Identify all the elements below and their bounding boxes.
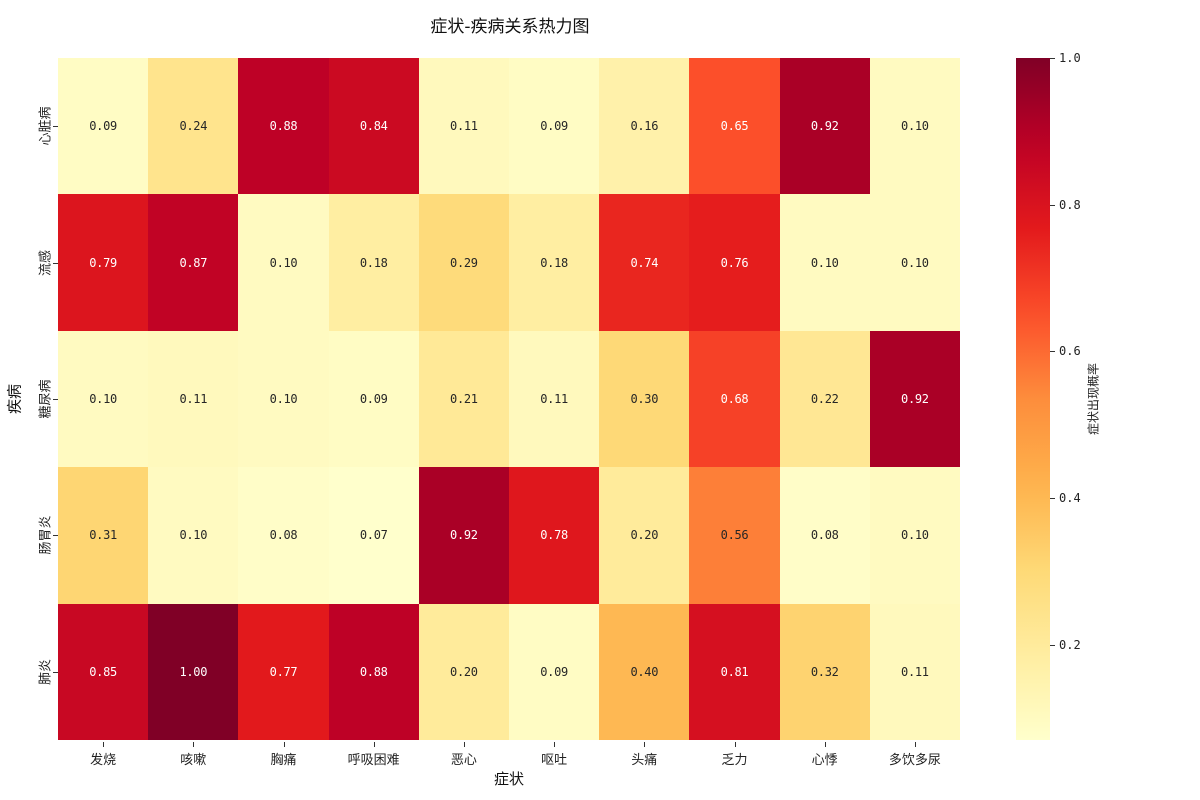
x-tick-label: 发烧 [90,753,117,768]
x-tick-mark [283,742,285,747]
x-tick-label: 呼吸困难 [347,753,400,768]
x-tick-mark [644,742,646,747]
x-tick-label: 咳嗽 [180,753,207,768]
x-tick-label: 头痛 [631,753,658,768]
heatmap-cell: 0.32 [779,603,870,740]
heatmap-cell: 0.10 [238,194,329,331]
heatmap-cell: 0.18 [508,194,600,331]
x-tick-mark [824,742,826,747]
x-tick-mark [103,742,105,747]
x-tick-mark [193,742,195,747]
heatmap-cell: 0.87 [148,194,239,331]
colorbar-title: 症状出现概率 [1086,362,1101,436]
heatmap-cell: 0.20 [599,467,690,604]
heatmap-cell: 0.56 [689,467,780,604]
chart-title: 症状-疾病关系热力图 [430,17,590,37]
heatmap-cell: 0.21 [418,330,509,468]
heatmap-cell: 0.76 [689,194,780,331]
heatmap-cell: 0.08 [238,467,329,604]
heatmap-cell: 0.20 [418,603,509,740]
heatmap-cell: 0.10 [869,58,960,195]
colorbar-tick-mark [1050,204,1055,206]
heatmap-cell: 0.10 [869,194,960,331]
heatmap-cell: 0.10 [779,194,870,331]
x-tick-mark [554,742,556,747]
heatmap-cell: 0.24 [148,58,239,195]
y-tick-label: 糖尿病 [38,379,54,419]
y-tick-mark [53,126,58,128]
y-tick-label: 心脏病 [38,106,54,146]
heatmap-cell: 0.11 [418,58,509,195]
heatmap-cell: 0.11 [869,603,960,740]
heatmap-cell: 0.11 [148,330,239,468]
heatmap-cell: 0.88 [328,603,419,740]
heatmap-cell: 0.22 [779,330,870,468]
heatmap-cell: 0.16 [599,58,690,195]
y-tick-label: 肺炎 [38,658,54,685]
heatmap-cell: 0.08 [779,467,870,604]
heatmap-cell: 0.40 [599,603,690,740]
heatmap-cell: 0.09 [508,603,600,740]
heatmap-cell: 0.77 [238,603,329,740]
heatmap-cell: 0.11 [508,330,600,468]
y-tick-label: 流感 [38,249,54,276]
y-tick-mark [53,262,58,264]
colorbar [1016,58,1050,740]
heatmap-cell: 0.85 [58,603,149,740]
x-tick-mark [914,742,916,747]
heatmap-cell: 0.88 [238,58,329,195]
x-tick-label: 恶心 [450,753,477,768]
heatmap-cell: 0.07 [328,467,419,604]
heatmap-cell: 0.92 [418,467,509,604]
colorbar-tick-label: 1.0 [1059,51,1081,65]
heatmap-cell: 0.79 [58,194,149,331]
heatmap-cell: 0.10 [58,330,149,468]
heatmap-cell: 0.31 [58,467,149,604]
heatmap-cell: 0.92 [869,330,960,468]
x-tick-label: 乏力 [721,753,748,768]
heatmap-cell: 0.09 [508,58,600,195]
y-axis-title: 疾病 [5,383,24,415]
y-tick-label: 肠胃炎 [38,515,54,555]
x-tick-mark [373,742,375,747]
heatmap-cell: 0.65 [689,58,780,195]
x-tick-label: 多饮多尿 [888,753,941,768]
heatmap-cell: 0.92 [779,58,870,195]
colorbar-tick-mark [1050,498,1055,499]
heatmap-cell: 0.09 [328,330,419,468]
colorbar-tick-mark [1050,58,1055,59]
heatmap-cell: 0.18 [328,194,419,331]
x-tick-mark [463,742,465,747]
y-tick-mark [53,671,58,673]
x-tick-mark [734,742,736,747]
colorbar-tick-mark [1050,351,1055,353]
colorbar-tick-label: 0.6 [1059,344,1081,359]
colorbar-tick-mark [1050,644,1055,646]
x-axis-title: 症状 [493,770,524,788]
heatmap-cell: 0.81 [689,603,780,740]
heatmap-cell: 0.74 [599,194,690,331]
colorbar-tick-label: 0.4 [1059,491,1081,505]
x-tick-label: 呕吐 [541,753,568,768]
colorbar-tick-label: 0.2 [1059,637,1081,652]
heatmap-grid: 0.09 0.24 0.88 0.84 0.11 0.09 0.16 0.65 0.92 0.10… [58,58,960,740]
heatmap-cell: 0.30 [599,330,690,468]
x-tick-label: 心悸 [811,753,838,768]
heatmap-cell: 0.10 [148,467,239,604]
y-tick-mark [53,399,58,400]
heatmap-cell: 1.00 [148,603,239,740]
colorbar-tick-label: 0.8 [1059,197,1081,212]
x-tick-label: 胸痛 [270,753,297,768]
heatmap-cell: 0.84 [328,58,419,195]
heatmap-cell: 0.68 [689,330,780,468]
heatmap-cell: 0.29 [418,194,509,331]
y-tick-mark [53,535,58,537]
heatmap-cell: 0.78 [508,467,600,604]
heatmap-cell: 0.10 [869,467,960,604]
heatmap-cell: 0.09 [58,58,149,195]
heatmap-cell: 0.10 [238,330,329,468]
